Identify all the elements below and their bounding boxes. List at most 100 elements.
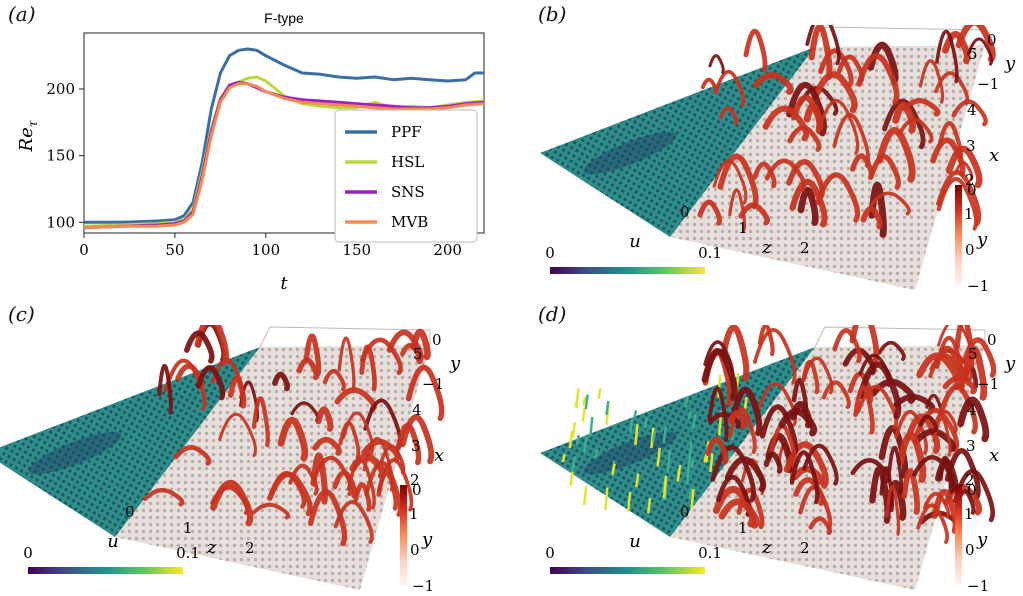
re-tau-line-chart: F-type t Reτ 0 50 100 150 200 100 150 200 PPF H… [16, 10, 485, 294]
y-colorbar-top: 0 [412, 481, 422, 499]
vortex-tube [730, 386, 763, 437]
u-colorbar: 0 0.1 u [545, 531, 722, 574]
roughness-element [634, 424, 639, 446]
vortex-tube [816, 99, 860, 155]
vortex-tube [786, 81, 827, 137]
wall-velocity-surface [0, 347, 260, 537]
vortex-tube [712, 159, 748, 204]
z-tick-label: 1 [183, 519, 193, 537]
vortex-tube [868, 191, 911, 216]
y-colorbar-gradient [400, 485, 407, 585]
x-tick-label: 0 [965, 241, 975, 259]
roughness-element [666, 450, 672, 473]
roughness-element [574, 398, 579, 408]
vortex-tube [227, 375, 247, 409]
z-tick-label: 2 [245, 539, 255, 557]
legend-label-sns: SNS [391, 183, 425, 201]
vortex-tube [905, 413, 941, 454]
y-colorbar: 0 −1 y [955, 481, 989, 595]
vortex-tube [961, 345, 988, 401]
vortex-tube [728, 410, 748, 430]
chart-plot-area: F-type t Reτ 0 50 100 150 200 100 150 200 PPF H… [16, 10, 485, 294]
vortex-tube [860, 206, 883, 230]
vortex-tube [310, 452, 328, 505]
vortex-tube [719, 105, 739, 126]
x-tick-label: 3 [966, 137, 976, 155]
rough-wall-floor [670, 345, 985, 590]
vortex-tube [787, 125, 822, 152]
y-axis-label-base: Re [16, 127, 37, 152]
vortex-tube [719, 325, 750, 382]
vortex-tube [938, 384, 979, 435]
vortex-tube [752, 72, 794, 95]
vortex-tube [288, 463, 319, 496]
vortex-tube [752, 161, 777, 189]
y-colorbar-top: 0 [967, 481, 977, 499]
low-speed-streak [583, 431, 677, 475]
x-tick-label: 2 [965, 171, 975, 189]
vortex-tube [333, 500, 374, 544]
x-tick-label: 50 [165, 241, 184, 259]
vortex-tube [951, 99, 988, 127]
y-tick-label: 200 [46, 80, 75, 98]
roughness-element [632, 410, 638, 419]
panel-c-label: (c) [8, 302, 35, 326]
y-tick-label: 150 [46, 147, 75, 165]
vortex-tube [184, 330, 215, 364]
x-tick-label: 3 [411, 437, 421, 455]
roughness-element [688, 487, 693, 499]
wall-velocity-surface [540, 347, 815, 537]
legend-label-hsl: HSL [391, 153, 424, 171]
vortex-tube [955, 25, 996, 63]
vortex-tube [697, 199, 723, 226]
u-colorbar-min: 0 [545, 244, 555, 262]
vortex-tube [341, 411, 375, 456]
x-tick-label: 4 [967, 101, 977, 119]
roughness-element [643, 417, 649, 429]
vortex-structures [697, 25, 996, 238]
x-tick-label: 2 [410, 471, 420, 489]
vortex-tube [878, 425, 909, 479]
vortex-tube [359, 337, 403, 376]
vortex-tube [400, 342, 422, 362]
y-tick-top: 0 [987, 31, 997, 49]
chart-title: F-type [264, 10, 304, 26]
roughness-element [685, 462, 691, 485]
vortex-tube [901, 468, 920, 515]
vortex-tube [935, 29, 959, 84]
x-tick-label: 200 [433, 241, 462, 259]
u-colorbar: 0 0.1 u [545, 231, 722, 274]
vortex-tube [882, 98, 926, 150]
x-tick-label: 3 [966, 437, 976, 455]
x-tick-label: 1 [964, 505, 974, 523]
panel-b-label: (b) [538, 2, 567, 26]
z-axis-label: z [761, 237, 772, 258]
vortex-tube [897, 431, 927, 483]
vortex-tube [832, 113, 871, 168]
bounding-box [814, 326, 986, 348]
roughness-element [581, 407, 586, 422]
roughness-element [662, 475, 668, 499]
vortex-tube [272, 371, 291, 392]
vortex-tube [789, 178, 828, 228]
y-colorbar-label: y [421, 529, 433, 550]
vortex-tube [868, 154, 901, 190]
vortex-tube [867, 41, 899, 86]
legend-label-ppf: PPF [391, 123, 422, 141]
vortex-tube [916, 503, 950, 544]
x-tick-label: 5 [413, 345, 423, 363]
roughness-element [582, 396, 587, 406]
legend-box [334, 109, 478, 243]
vortex-tube [802, 356, 834, 395]
vortex-tube [359, 344, 377, 392]
vortex-tube [251, 502, 291, 520]
y-colorbar-label: y [976, 529, 988, 550]
x-tick-label: 5 [968, 345, 978, 363]
x-tick-label: 5 [968, 45, 978, 63]
vortex-tube [173, 445, 212, 466]
vortex-tube [937, 120, 963, 164]
roughness-element [662, 425, 668, 444]
